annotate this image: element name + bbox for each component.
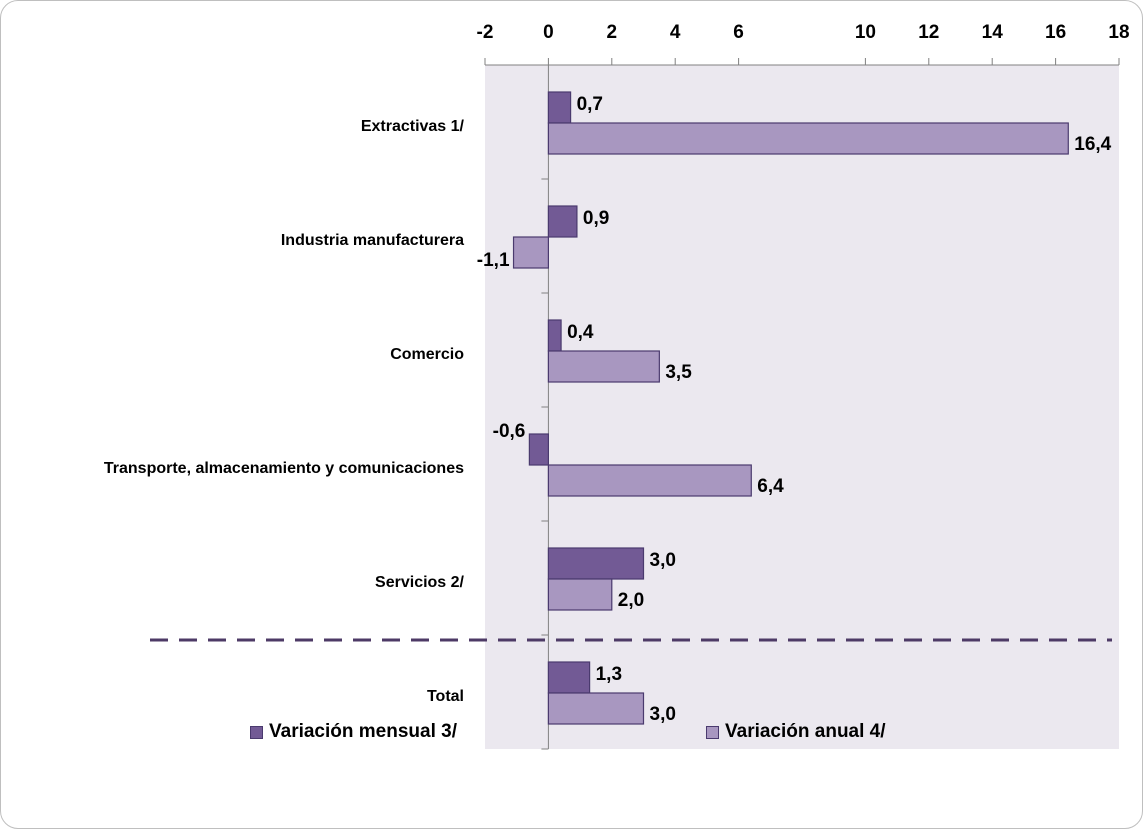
bar-monthly (547, 91, 572, 124)
legend-swatch-annual (706, 725, 719, 739)
bar-monthly (547, 205, 578, 238)
x-tick-label: 6 (733, 22, 744, 43)
x-tick-label: 16 (1045, 22, 1066, 43)
data-label-annual: 3,0 (650, 704, 676, 725)
x-tick-label: 0 (543, 22, 554, 43)
category-label: Transporte, almacenamiento y comunicacio… (104, 460, 464, 477)
legend-swatch-monthly (250, 725, 263, 739)
data-label-annual: 3,5 (665, 362, 692, 383)
legend-label-annual: Variación anual 4/ (725, 721, 886, 742)
data-label-monthly: 0,4 (567, 322, 594, 343)
plot-area (485, 65, 1119, 749)
category-label: Industria manufacturera (281, 232, 464, 249)
bar-annual (547, 464, 752, 497)
data-label-annual: 2,0 (618, 590, 644, 611)
data-label-annual: 6,4 (757, 476, 784, 497)
data-label-monthly: 0,7 (577, 94, 603, 115)
legend-label-monthly: Variación mensual 3/ (269, 721, 457, 742)
data-label-monthly: 1,3 (596, 664, 622, 685)
bar-annual (547, 122, 1069, 155)
category-label: Extractivas 1/ (361, 118, 465, 135)
category-label: Total (427, 688, 464, 705)
category-label: Servicios 2/ (375, 574, 465, 591)
bar-monthly (547, 547, 645, 580)
data-label-monthly: 0,9 (583, 208, 609, 229)
x-tick-label: 10 (855, 22, 876, 43)
x-tick-label: 4 (670, 22, 681, 43)
bar-annual (547, 578, 613, 611)
x-tick-label: -2 (477, 22, 494, 43)
x-tick-label: 14 (982, 22, 1004, 43)
bar-monthly (547, 319, 562, 352)
data-label-monthly: 3,0 (650, 550, 676, 571)
bar-annual (547, 350, 660, 383)
data-label-annual: 16,4 (1074, 134, 1111, 155)
legend-item-annual: Variación anual 4/ (706, 721, 886, 743)
category-label: Comercio (390, 346, 464, 363)
data-label-annual: -1,1 (477, 250, 510, 271)
bar-monthly (547, 661, 591, 694)
x-tick-label: 12 (918, 22, 939, 43)
x-tick-label: 18 (1108, 22, 1129, 43)
x-tick-label: 2 (607, 22, 618, 43)
bar-monthly (528, 433, 550, 466)
legend-item-monthly: Variación mensual 3/ (250, 721, 457, 743)
bar-annual (512, 236, 550, 269)
data-label-monthly: -0,6 (493, 421, 526, 442)
bar-annual (547, 692, 645, 725)
